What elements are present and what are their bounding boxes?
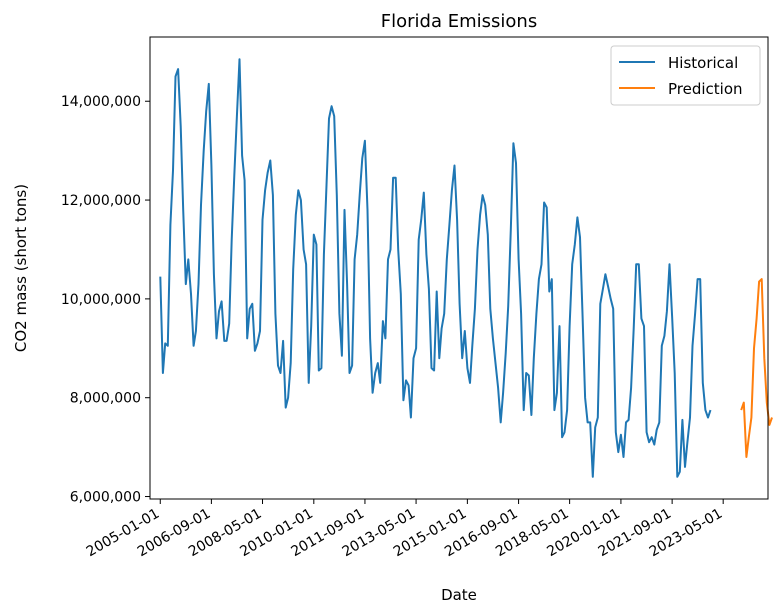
legend-prediction-label: Prediction [668, 80, 743, 98]
series-line-historical [159, 58, 712, 478]
y-tick-label: 8,000,000 [70, 391, 141, 407]
y-axis-label: CO2 mass (short tons) [12, 184, 30, 352]
y-axis: 6,000,000 8,000,000 10,000,000 12,000,000 14… [61, 94, 150, 506]
plot-area-frame [149, 36, 769, 500]
y-tick-label: 10,000,000 [61, 292, 141, 308]
y-tick-label: 6,000,000 [70, 490, 141, 506]
x-axis-label: Date [441, 586, 477, 604]
y-tick-label: 12,000,000 [61, 193, 141, 209]
legend-historical-label: Historical [668, 54, 738, 72]
legend: Historical Prediction [610, 45, 761, 106]
legend-box [610, 45, 761, 106]
y-tick-label: 14,000,000 [61, 94, 141, 110]
chart-title: Florida Emissions [381, 11, 537, 32]
series-line-prediction [740, 278, 773, 458]
series-lines [159, 58, 773, 478]
